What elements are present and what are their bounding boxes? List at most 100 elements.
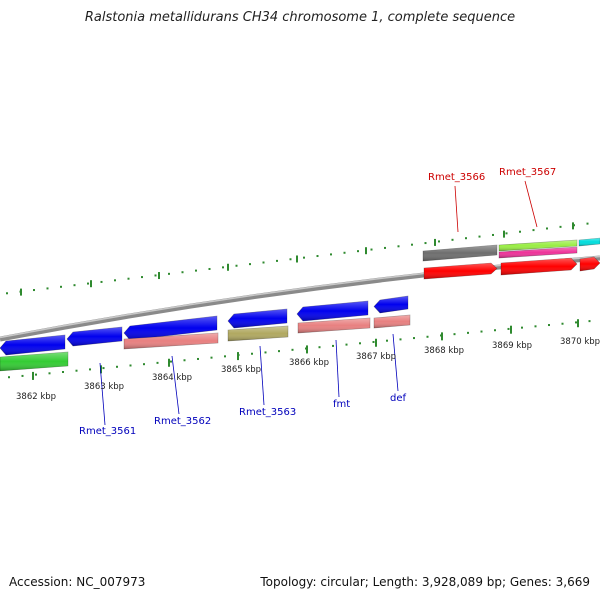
gene-leader-line: [171, 355, 180, 415]
minor-tick: [289, 258, 292, 261]
gene-label: Rmet_3561: [79, 426, 136, 437]
major-tick: [100, 365, 102, 374]
kbp-tick-label: 3868 kbp: [424, 346, 464, 356]
minor-tick: [210, 356, 213, 359]
gene-feature-shading: [579, 238, 600, 246]
minor-tick: [181, 271, 184, 274]
gene-feature-shading: [124, 316, 217, 340]
gene-feature-shading: [228, 309, 287, 328]
major-tick: [441, 332, 443, 341]
gene-leader-line: [335, 339, 340, 398]
gene-feature-shading: [124, 333, 218, 349]
gene-feature-shading: [501, 258, 577, 275]
major-tick: [158, 272, 160, 280]
minor-tick: [251, 352, 253, 355]
major-tick: [365, 247, 367, 255]
minor-tick: [303, 256, 305, 259]
major-tick: [306, 345, 308, 354]
minor-tick: [75, 369, 78, 372]
summary-text: Topology: circular; Length: 3,928,089 bp…: [260, 575, 590, 589]
minor-tick: [507, 327, 510, 330]
minor-tick: [519, 230, 521, 233]
kbp-tick-label: 3862 kbp: [16, 392, 56, 402]
gene-label: Rmet_3563: [239, 407, 296, 418]
gene-feature-shading: [0, 335, 65, 355]
minor-tick: [73, 284, 76, 287]
gene-label: Rmet_3562: [154, 416, 211, 427]
minor-tick: [548, 324, 550, 327]
minor-tick: [424, 242, 427, 245]
minor-tick: [60, 285, 62, 288]
minor-tick: [127, 277, 130, 280]
major-tick: [90, 280, 92, 288]
minor-tick: [129, 364, 132, 367]
major-tick: [32, 371, 34, 380]
minor-tick: [100, 280, 103, 283]
minor-tick: [343, 251, 346, 254]
minor-tick: [426, 335, 429, 338]
minor-tick: [262, 261, 265, 264]
major-tick: [168, 358, 170, 367]
label-leader-lines: [99, 180, 538, 426]
major-tick: [577, 319, 579, 328]
minor-tick: [102, 367, 105, 370]
minor-tick: [208, 267, 211, 270]
minor-tick: [532, 229, 535, 232]
gene-leader-line: [392, 333, 399, 392]
minor-tick: [8, 376, 10, 379]
minor-tick: [521, 326, 523, 329]
minor-tick: [332, 344, 334, 347]
minor-tick: [451, 238, 454, 241]
minor-tick: [222, 266, 224, 269]
major-tick: [237, 352, 239, 361]
minor-tick: [276, 259, 278, 262]
minor-tick: [359, 342, 361, 345]
minor-tick: [478, 235, 481, 238]
gene-features: [0, 237, 600, 372]
gene-label: fmt: [333, 399, 350, 410]
major-tick: [434, 238, 436, 246]
gene-feature-shading: [67, 327, 122, 346]
gene-feature-shading: [374, 315, 410, 328]
gene-feature-shading: [298, 318, 370, 333]
minor-tick: [143, 363, 145, 366]
kbp-tick-label: 3869 kbp: [492, 341, 532, 351]
kbp-tick-marks: [6, 222, 591, 380]
minor-tick: [397, 245, 400, 248]
minor-tick: [480, 330, 483, 333]
gene-feature-shading: [374, 296, 408, 313]
gene-leader-line: [524, 180, 538, 228]
gene-feature-shading: [228, 326, 288, 341]
minor-tick: [561, 322, 564, 325]
major-tick: [375, 338, 377, 347]
minor-tick: [345, 343, 348, 346]
gene-feature-shading: [499, 247, 577, 258]
minor-tick: [183, 359, 186, 362]
minor-tick: [413, 337, 415, 340]
minor-tick: [264, 351, 267, 354]
major-tick: [503, 230, 505, 238]
minor-tick: [195, 269, 197, 272]
minor-tick: [156, 361, 159, 364]
minor-tick: [586, 222, 589, 225]
minor-tick: [411, 243, 413, 246]
kbp-tick-label: 3870 kbp: [560, 337, 600, 347]
minor-tick: [224, 355, 226, 358]
minor-tick: [438, 240, 440, 243]
minor-tick: [330, 253, 332, 256]
minor-tick: [168, 272, 170, 275]
accession-text: Accession: NC_007973: [9, 575, 146, 589]
minor-tick: [35, 373, 37, 376]
minor-tick: [372, 340, 375, 343]
major-tick: [510, 325, 512, 334]
gene-feature-shading: [424, 263, 497, 279]
gene-label: def: [390, 393, 407, 404]
kbp-tick-label: 3865 kbp: [221, 365, 261, 375]
gene-feature-shading: [0, 352, 68, 371]
major-tick: [227, 263, 229, 271]
minor-tick: [114, 279, 116, 282]
minor-tick: [6, 292, 8, 295]
gene-feature-shading: [499, 240, 577, 251]
minor-tick: [116, 365, 118, 368]
gene-feature-shading: [297, 301, 368, 321]
